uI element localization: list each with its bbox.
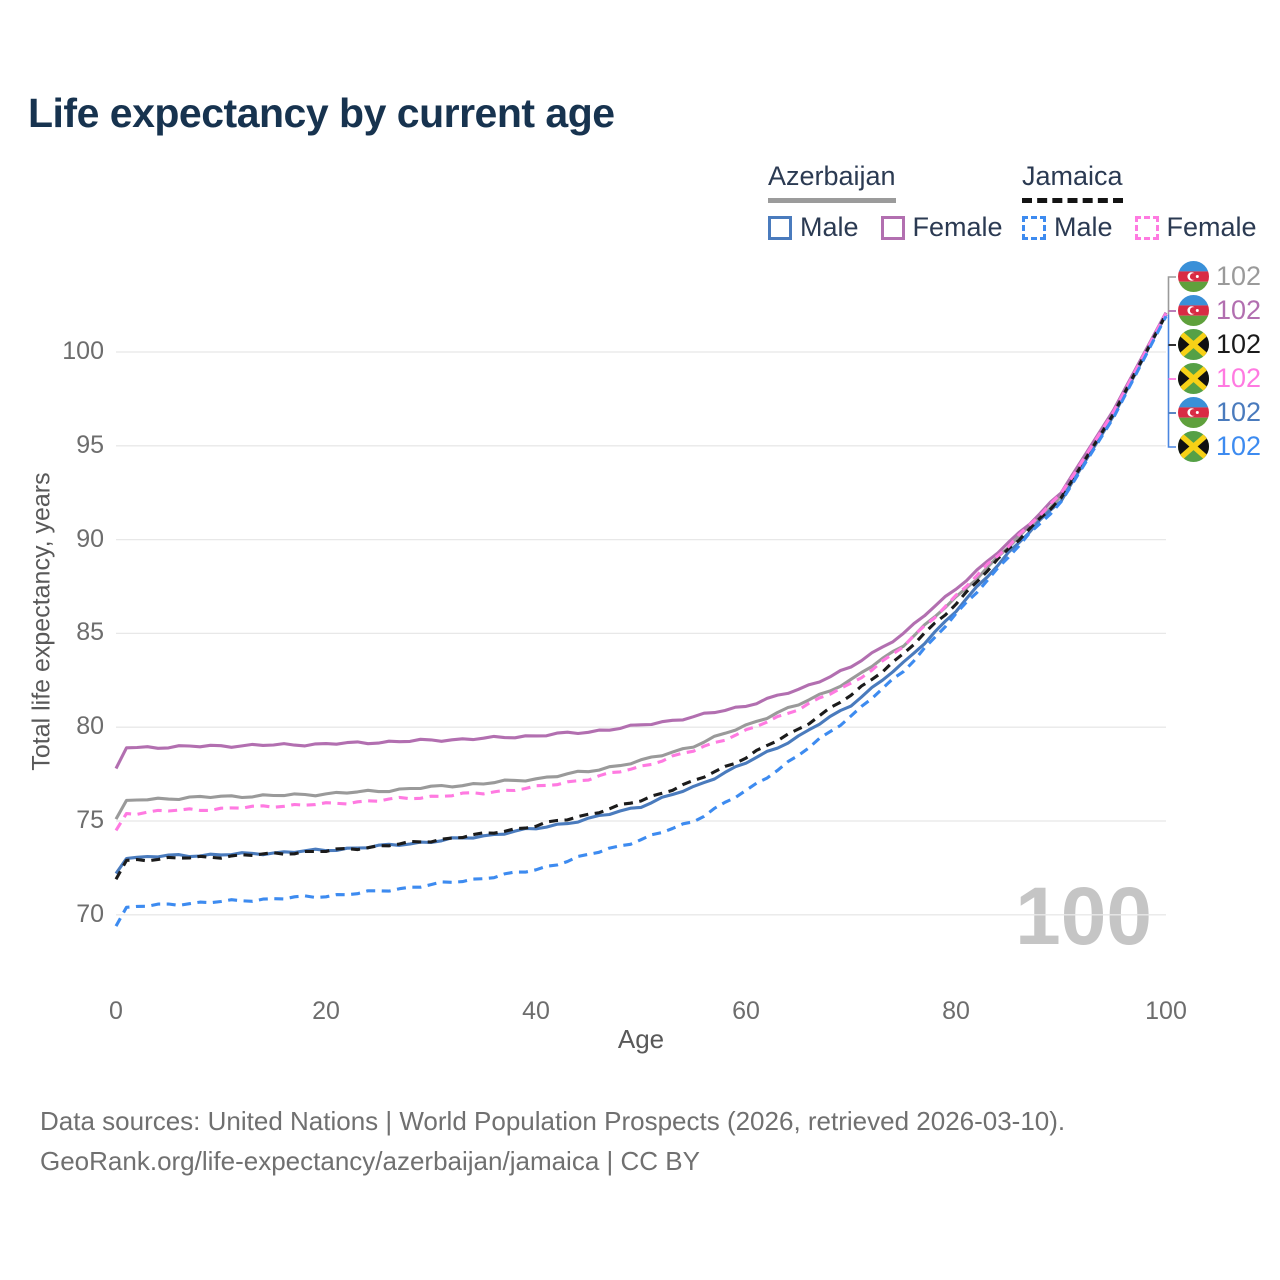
connector-top (1167, 276, 1176, 315)
series-line-jamaica-both[interactable] (114, 313, 1168, 880)
legend-label: Male (800, 212, 859, 242)
end-label-azerbaijan-both[interactable]: 102 (1178, 261, 1261, 292)
y-tick-label-90: 90 (76, 524, 104, 553)
azerbaijan-female-swatch-icon (880, 215, 905, 240)
legend-group-azerbaijan: Azerbaijan Male Female (768, 161, 1003, 243)
legend-item-azerbaijan-male[interactable]: Male (768, 212, 859, 243)
end-value-label: 102 (1216, 295, 1262, 325)
end-label-jamaica-female[interactable]: 102 (1178, 363, 1261, 394)
jamaica-flag-icon (1178, 431, 1209, 462)
end-value-label: 102 (1216, 431, 1262, 461)
x-tick-label-80: 80 (942, 997, 970, 1025)
jamaica-female-swatch-icon (1134, 215, 1159, 240)
y-tick-label-70: 70 (76, 899, 104, 928)
legend-label: Female (912, 212, 1003, 242)
series-line-jamaica-male[interactable] (114, 315, 1168, 927)
end-value-label: 102 (1216, 329, 1262, 359)
azerbaijan-male-swatch-icon (768, 215, 792, 240)
series-line-azerbaijan-both[interactable] (114, 313, 1168, 820)
x-tick-label-0: 0 (109, 997, 123, 1025)
end-label-jamaica-male[interactable]: 102 (1178, 431, 1261, 462)
azerbaijan-flag-icon (1178, 261, 1209, 292)
legend-group-jamaica: Jamaica Male Female (1022, 161, 1257, 243)
current-age-watermark: 100 (1015, 871, 1152, 962)
x-tick-label-40: 40 (522, 997, 550, 1025)
x-tick-label-100: 100 (1145, 997, 1187, 1025)
x-axis-title: Age (617, 1024, 665, 1054)
y-tick-label-85: 85 (76, 618, 104, 647)
legend-label: Male (1054, 212, 1113, 242)
azerbaijan-flag-icon (1178, 295, 1209, 326)
y-tick-label-100: 100 (62, 337, 104, 365)
data-sources-text: Data sources: United Nations | World Pop… (40, 1106, 1066, 1136)
jamaica-flag-icon (1178, 363, 1209, 394)
azerbaijan-flag-icon (1178, 397, 1209, 428)
end-value-label: 102 (1216, 397, 1262, 427)
legend-country-jamaica[interactable]: Jamaica (1022, 161, 1123, 203)
end-value-label: 102 (1216, 363, 1262, 393)
end-label-jamaica-both[interactable]: 102 (1178, 329, 1261, 360)
end-label-azerbaijan-female[interactable]: 102 (1178, 295, 1261, 326)
jamaica-flag-icon (1178, 329, 1209, 360)
legend-item-azerbaijan-female[interactable]: Female (880, 212, 1003, 243)
legend-item-jamaica-male[interactable]: Male (1022, 212, 1113, 243)
x-tick-label-20: 20 (312, 997, 340, 1025)
x-tick-label-60: 60 (732, 997, 760, 1025)
series-line-jamaica-female[interactable] (114, 312, 1168, 832)
connector-bottom (1167, 314, 1176, 448)
legend-item-jamaica-female[interactable]: Female (1134, 212, 1257, 243)
series-line-azerbaijan-male[interactable] (114, 313, 1168, 875)
series-line-azerbaijan-female[interactable] (114, 311, 1168, 770)
page-title: Life expectancy by current age (28, 90, 615, 136)
y-tick-label-95: 95 (76, 430, 104, 459)
legend-label: Female (1166, 212, 1257, 242)
jamaica-male-swatch-icon (1022, 215, 1046, 240)
end-label-azerbaijan-male[interactable]: 102 (1178, 397, 1261, 428)
y-tick-label-80: 80 (76, 712, 104, 741)
attribution-link-text[interactable]: GeoRank.org/life-expectancy/azerbaijan/j… (40, 1146, 700, 1176)
end-value-label: 102 (1216, 261, 1262, 291)
legend-country-azerbaijan[interactable]: Azerbaijan (768, 161, 896, 203)
y-tick-label-75: 75 (76, 806, 104, 834)
